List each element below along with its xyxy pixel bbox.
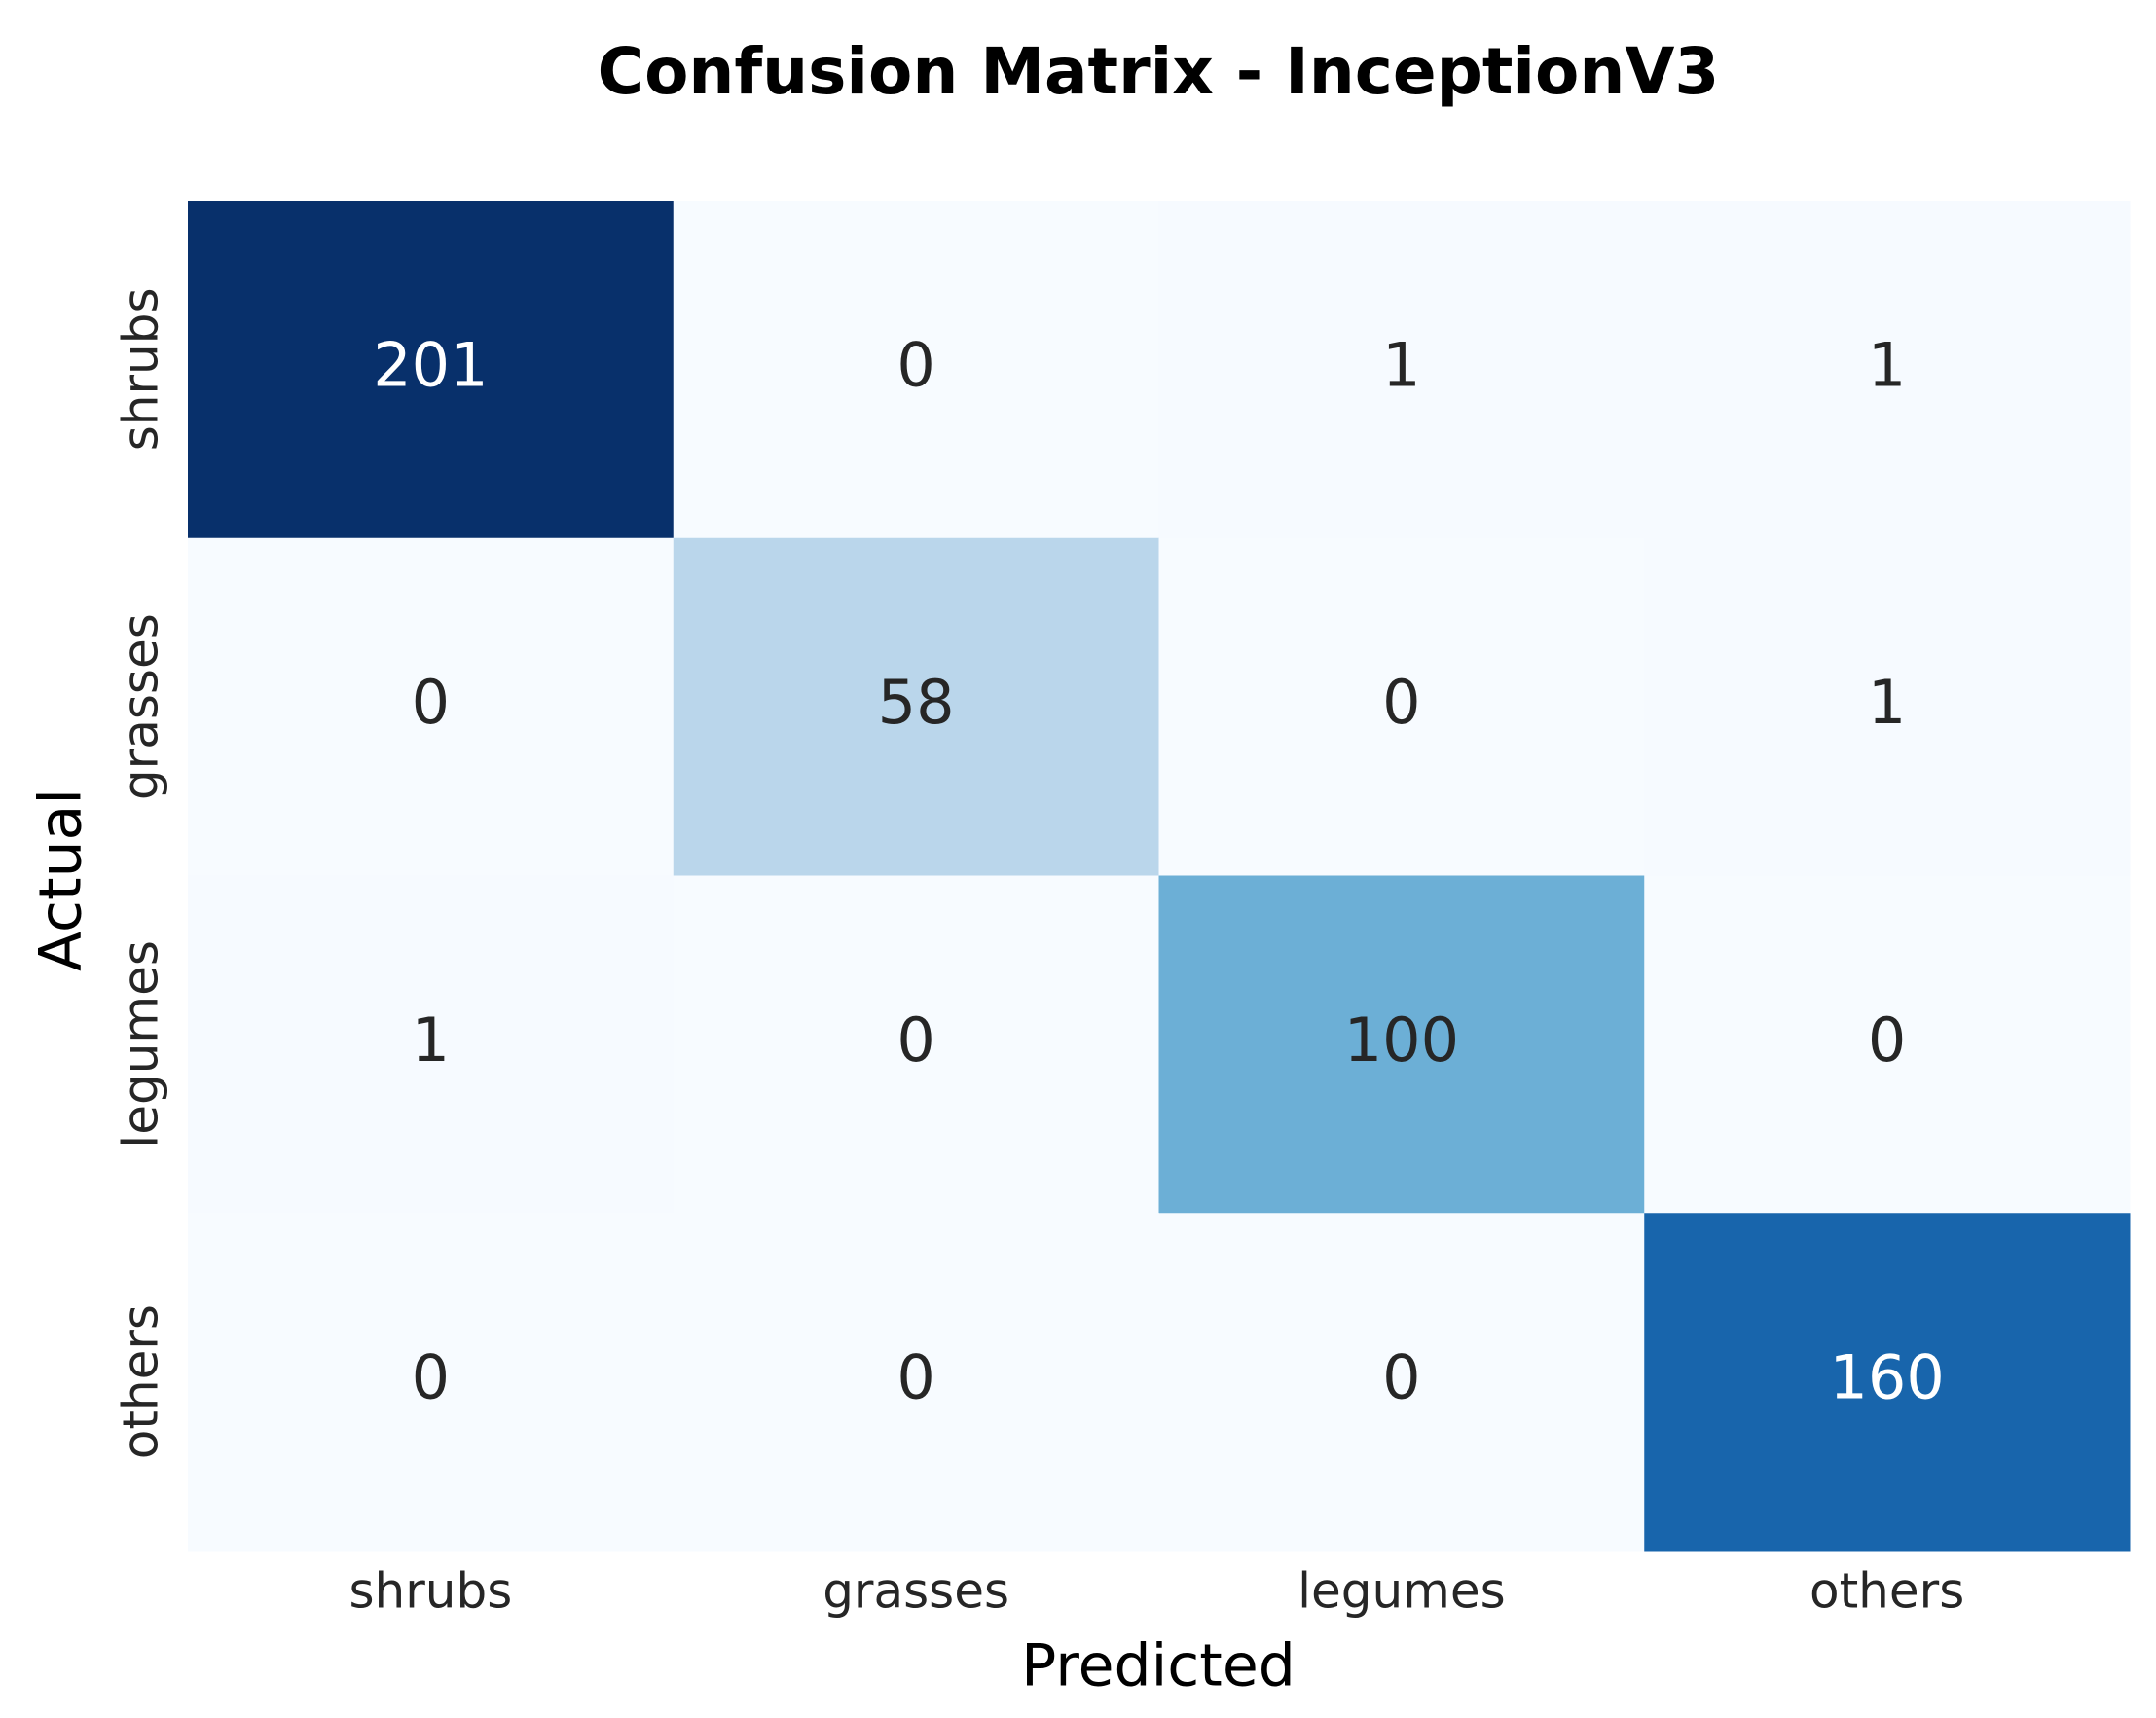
cell-label: 1 <box>412 1005 450 1076</box>
y-tick-label: others <box>113 1304 169 1459</box>
y-tick-label: grasses <box>113 613 169 800</box>
cell-label: 1 <box>1868 667 1906 738</box>
cell <box>1158 875 1645 1214</box>
cell <box>673 1213 1159 1552</box>
cell <box>1158 201 1645 539</box>
cell-label: 0 <box>412 667 450 738</box>
cell <box>673 537 1159 876</box>
cell-label: 100 <box>1344 1005 1459 1076</box>
cell-label: 0 <box>896 1005 934 1076</box>
cell-label: 0 <box>1868 1005 1906 1076</box>
cell-label: 201 <box>373 329 488 400</box>
cell-label: 0 <box>896 1342 934 1413</box>
cell <box>1644 537 2131 876</box>
cell-label: 1 <box>1382 329 1420 400</box>
y-tick-label: legumes <box>113 940 169 1149</box>
cell <box>1158 537 1645 876</box>
cell <box>1644 875 2131 1214</box>
x-tick-label: grasses <box>822 1563 1009 1620</box>
cell-label: 0 <box>896 329 934 400</box>
x-tick-label: legumes <box>1297 1563 1506 1620</box>
cell-label: 0 <box>412 1342 450 1413</box>
cell-label: 0 <box>1382 1342 1420 1413</box>
cell <box>673 201 1159 539</box>
cell <box>1644 201 2131 539</box>
cell <box>188 201 675 539</box>
x-tick-label: shrubs <box>348 1563 512 1620</box>
x-tick-label: others <box>1809 1563 1964 1620</box>
cell <box>1644 1213 2131 1552</box>
cell-label: 160 <box>1829 1342 1944 1413</box>
cell <box>188 875 675 1214</box>
cell <box>188 537 675 876</box>
x-axis-label: Predicted <box>1021 1632 1296 1700</box>
chart-title: Confusion Matrix - InceptionV3 <box>598 34 1720 109</box>
y-axis-label: Actual <box>27 788 95 971</box>
cell-label: 58 <box>878 667 955 738</box>
cell-label: 1 <box>1868 329 1906 400</box>
cell <box>188 1213 675 1552</box>
y-tick-label: shrubs <box>113 287 169 451</box>
cell-label: 0 <box>1382 667 1420 738</box>
cell <box>673 875 1159 1214</box>
cell <box>1158 1213 1645 1552</box>
